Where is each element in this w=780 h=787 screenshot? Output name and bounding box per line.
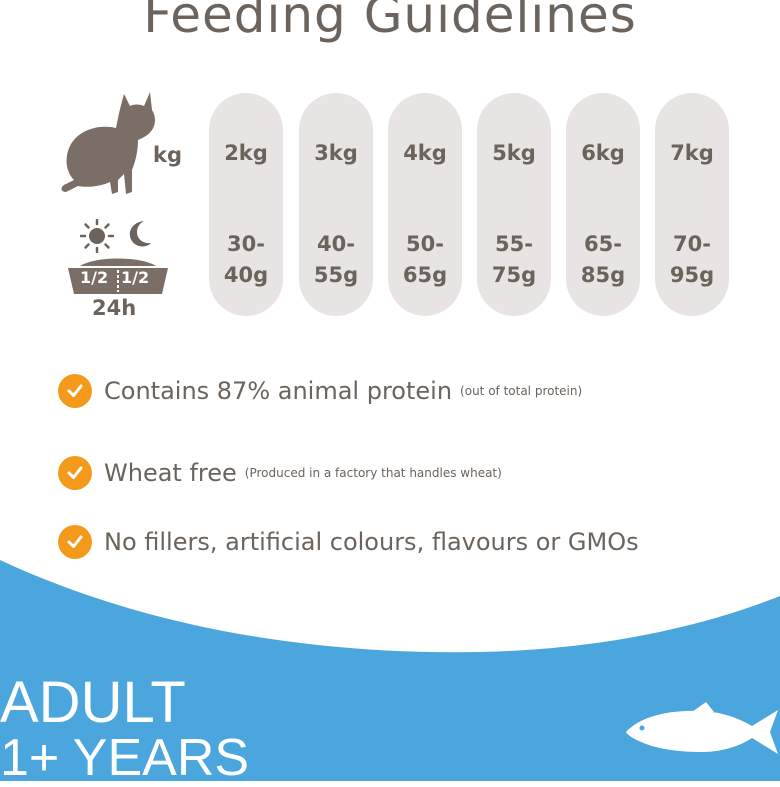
bowl-half-right: 1/2 [121, 268, 150, 287]
feature-note: (out of total protein) [460, 384, 583, 398]
life-stage-title: ADULT [0, 670, 186, 735]
check-circle-icon [58, 456, 92, 490]
feature-item: No fillers, artificial colours, flavours… [58, 522, 639, 562]
amount-line1: 30- [227, 232, 265, 256]
cat-weight: 4kg [403, 141, 447, 165]
check-circle-icon [58, 525, 92, 559]
amount-line2: 75g [491, 263, 537, 287]
amount-line2: 85g [580, 263, 626, 287]
moon-icon [129, 221, 151, 247]
daily-amount: 70- 95g [655, 229, 729, 291]
amount-line2: 65g [402, 263, 448, 287]
guideline-column: 2kg 30- 40g [209, 93, 283, 316]
feature-item: Wheat free (Produced in a factory that h… [58, 453, 502, 493]
daily-amount: 55- 75g [477, 229, 551, 291]
cat-weight: 6kg [581, 141, 625, 165]
guideline-column: 7kg 70- 95g [655, 93, 729, 316]
amount-line2: 55g [313, 263, 359, 287]
cat-weight: 3kg [314, 141, 358, 165]
cat-silhouette-icon [61, 92, 155, 194]
feature-text: No fillers, artificial colours, flavours… [104, 528, 639, 556]
amount-line1: 50- [406, 232, 444, 256]
guideline-column: 4kg 50- 65g [388, 93, 462, 316]
amount-line1: 70- [673, 232, 711, 256]
life-stage-age: 1+ YEARS [0, 729, 250, 787]
cat-weight: 2kg [224, 141, 268, 165]
cat-weight: 7kg [670, 141, 714, 165]
page-title: Feeding Guidelines [143, 0, 637, 44]
guideline-column: 6kg 65- 85g [566, 93, 640, 316]
guideline-column: 3kg 40- 55g [299, 93, 373, 316]
feature-text: Wheat free [104, 459, 237, 487]
amount-line2: 40g [223, 263, 269, 287]
daily-amount: 30- 40g [209, 229, 283, 291]
sun-icon [80, 219, 114, 253]
guideline-column: 5kg 55- 75g [477, 93, 551, 316]
weight-row-label: kg [153, 143, 182, 167]
daily-amount: 40- 55g [299, 229, 373, 291]
amount-line1: 40- [317, 232, 355, 256]
daily-amount: 65- 85g [566, 229, 640, 291]
amount-line2: 95g [669, 263, 715, 287]
feature-note: (Produced in a factory that handles whea… [244, 466, 502, 480]
period-label: 24h [92, 296, 137, 320]
bowl-half-left: 1/2 [80, 268, 109, 287]
amount-line1: 65- [584, 232, 622, 256]
cat-weight: 5kg [492, 141, 536, 165]
food-bowl-icon [68, 258, 168, 294]
feature-item: Contains 87% animal protein (out of tota… [58, 371, 582, 411]
amount-line1: 55- [495, 232, 533, 256]
check-circle-icon [58, 374, 92, 408]
daily-amount: 50- 65g [388, 229, 462, 291]
fish-icon [626, 702, 778, 754]
blue-banner [0, 560, 780, 781]
feature-text: Contains 87% animal protein [104, 377, 453, 405]
